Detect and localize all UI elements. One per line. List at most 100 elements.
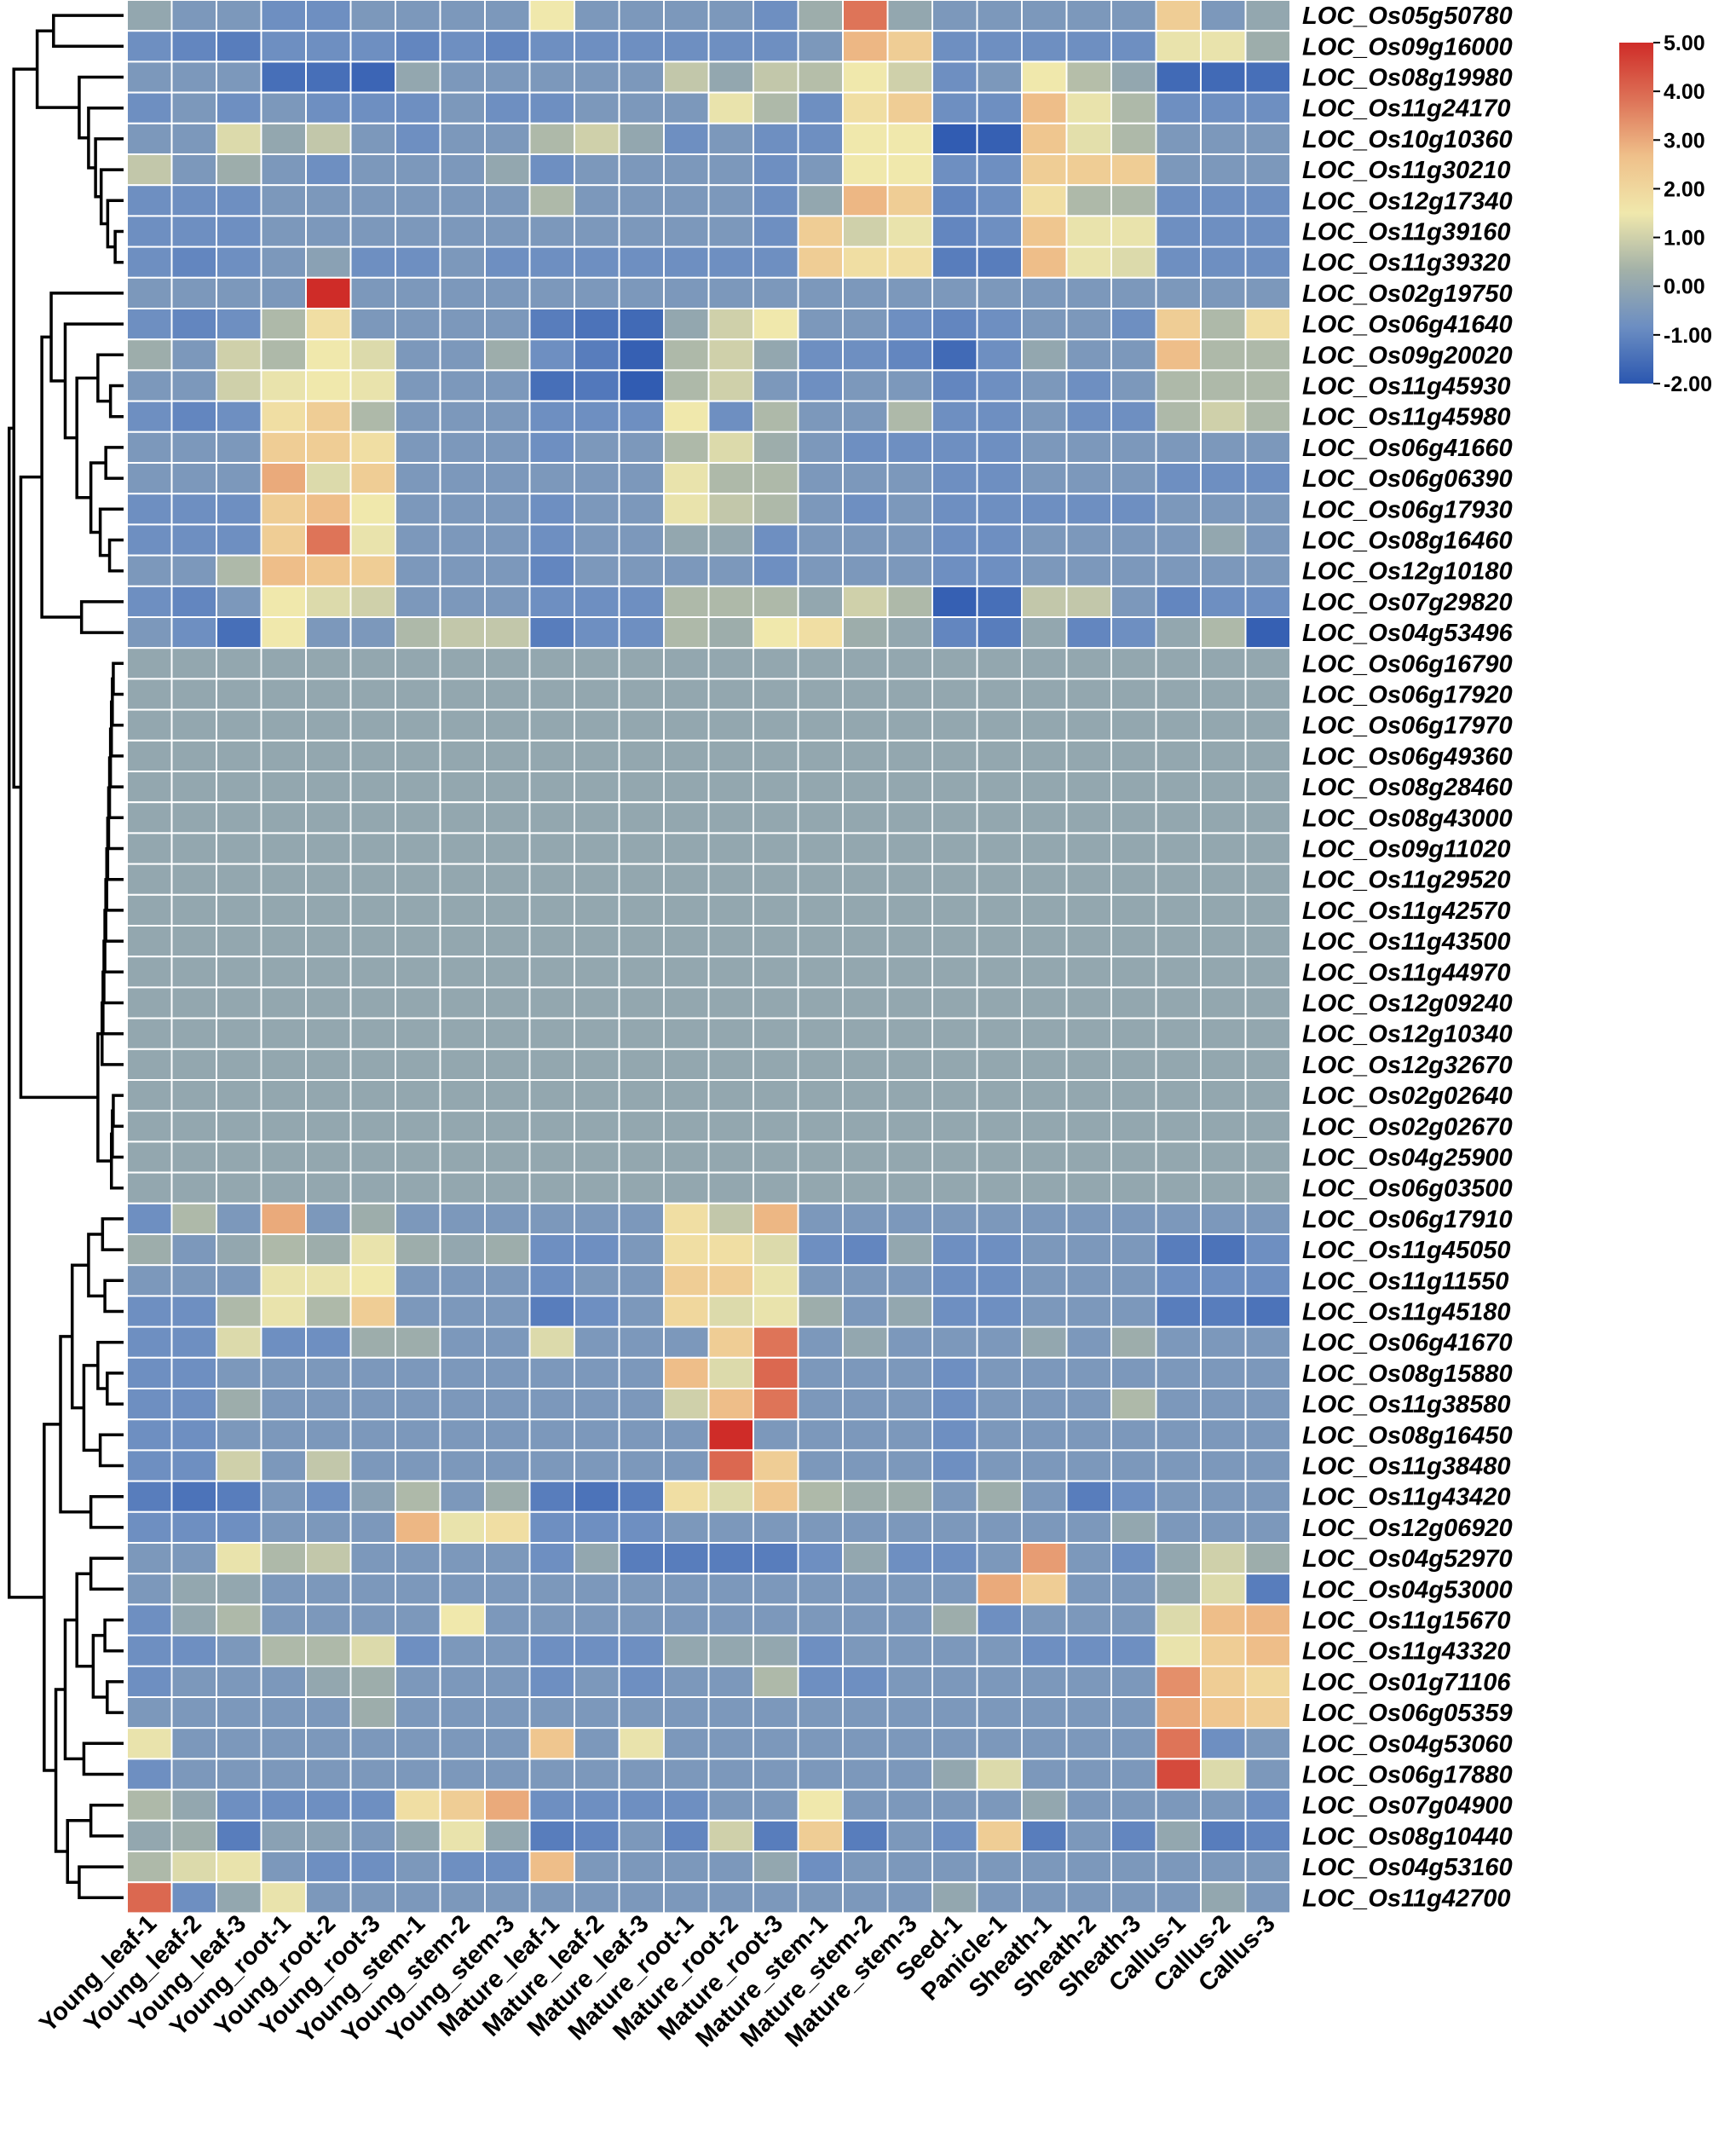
heatmap-cell	[216, 956, 262, 989]
heatmap-cell	[1155, 1017, 1202, 1050]
heatmap-cell	[753, 647, 799, 680]
heatmap-cell	[528, 1634, 575, 1667]
heatmap-cell	[1065, 91, 1112, 124]
heatmap-cell	[395, 184, 441, 217]
heatmap-cell	[574, 1356, 620, 1390]
heatmap-cell	[976, 1418, 1023, 1452]
heatmap-cell	[439, 1295, 486, 1328]
heatmap-cell	[618, 616, 665, 650]
heatmap-cell	[395, 1851, 441, 1884]
heatmap-cell	[753, 61, 799, 94]
heatmap-cell	[753, 1788, 799, 1822]
heatmap-cell	[574, 0, 620, 32]
heatmap-cell	[976, 1665, 1023, 1699]
heatmap-cell	[260, 61, 307, 94]
heatmap-cell	[886, 1573, 933, 1606]
heatmap-cell	[931, 369, 978, 402]
heatmap-cell	[126, 122, 173, 156]
heatmap-cell	[976, 1325, 1023, 1359]
heatmap-cell	[484, 1202, 531, 1236]
heatmap-cell	[886, 1727, 933, 1760]
heatmap-cell	[842, 708, 889, 742]
row-label: LOC_Os01g71106	[1302, 1669, 1511, 1696]
heatmap-cell	[976, 523, 1023, 557]
heatmap-cell	[349, 91, 396, 124]
heatmap-cell	[618, 554, 665, 587]
heatmap-cell	[528, 1048, 575, 1082]
heatmap-cell	[528, 832, 575, 865]
dendrogram-branch	[104, 446, 124, 480]
heatmap-cell	[797, 1295, 844, 1328]
heatmap-cell	[886, 647, 933, 680]
heatmap-cell	[1155, 554, 1202, 587]
heatmap-cell	[528, 91, 575, 124]
heatmap-cell	[1244, 1851, 1291, 1884]
heatmap-cell	[216, 1881, 262, 1914]
heatmap-cell	[1244, 400, 1291, 433]
heatmap-cell	[305, 1048, 352, 1082]
heatmap-cell	[574, 708, 620, 742]
heatmap-cell	[528, 1851, 575, 1884]
heatmap-cell	[842, 739, 889, 772]
heatmap-cell	[305, 1510, 352, 1545]
heatmap-cell	[707, 1110, 754, 1143]
heatmap-cell	[707, 1573, 754, 1606]
heatmap-cell	[170, 61, 217, 94]
heatmap-cell	[753, 1696, 799, 1730]
heatmap-cell	[439, 153, 486, 187]
heatmap-cell	[260, 184, 307, 217]
heatmap-cell	[842, 1634, 889, 1667]
heatmap-cell	[260, 430, 307, 464]
heatmap-cell	[976, 1048, 1023, 1082]
heatmap-cell	[484, 1881, 531, 1914]
heatmap-cell	[976, 1356, 1023, 1390]
heatmap-cell	[126, 1851, 173, 1884]
heatmap-cell	[574, 554, 620, 587]
heatmap-cell	[216, 1727, 262, 1760]
heatmap-cell	[1244, 1480, 1291, 1513]
heatmap-cell	[349, 678, 396, 711]
heatmap-cell	[216, 1418, 262, 1452]
heatmap-cell	[439, 1573, 486, 1606]
color-scale-bar	[1619, 43, 1653, 384]
heatmap-cell	[484, 1665, 531, 1699]
heatmap-cell	[976, 1110, 1023, 1143]
heatmap-cell	[1200, 215, 1247, 248]
heatmap-cell	[1244, 1665, 1291, 1699]
dendrogram-branch	[112, 661, 124, 696]
heatmap-cell	[842, 245, 889, 279]
heatmap-cell	[976, 0, 1023, 32]
heatmap-cell	[1200, 153, 1247, 187]
heatmap-cell	[1110, 1881, 1157, 1914]
heatmap-cell	[439, 956, 486, 989]
heatmap-cell	[1155, 1510, 1202, 1545]
heatmap-cell	[1244, 647, 1291, 680]
heatmap-cell	[528, 925, 575, 958]
heatmap-cell	[216, 493, 262, 526]
heatmap-cell	[1021, 0, 1068, 32]
row-label: LOC_Os06g41670	[1302, 1330, 1513, 1357]
heatmap-cell	[976, 1388, 1023, 1421]
heatmap-cell	[663, 925, 710, 958]
heatmap-cell	[349, 276, 396, 309]
heatmap-cell	[395, 0, 441, 32]
heatmap-cell	[797, 925, 844, 958]
row-label: LOC_Os11g45180	[1302, 1299, 1511, 1326]
heatmap-cell	[484, 245, 531, 279]
heatmap-cell	[1155, 832, 1202, 865]
heatmap-cell	[842, 925, 889, 958]
heatmap-cell	[126, 863, 173, 896]
heatmap-cell	[260, 1388, 307, 1421]
heatmap-cell	[126, 1449, 173, 1482]
heatmap-cell	[886, 1110, 933, 1143]
heatmap-cell	[260, 1603, 307, 1637]
heatmap-cell	[349, 893, 396, 927]
heatmap-cell	[395, 1696, 441, 1730]
heatmap-cell	[1200, 245, 1247, 279]
heatmap-cells	[126, 0, 1291, 1914]
heatmap-cell	[484, 30, 531, 63]
heatmap-cell	[305, 30, 352, 63]
heatmap-cell	[260, 1325, 307, 1359]
heatmap-cell	[618, 1696, 665, 1730]
heatmap-cell	[395, 1233, 441, 1267]
